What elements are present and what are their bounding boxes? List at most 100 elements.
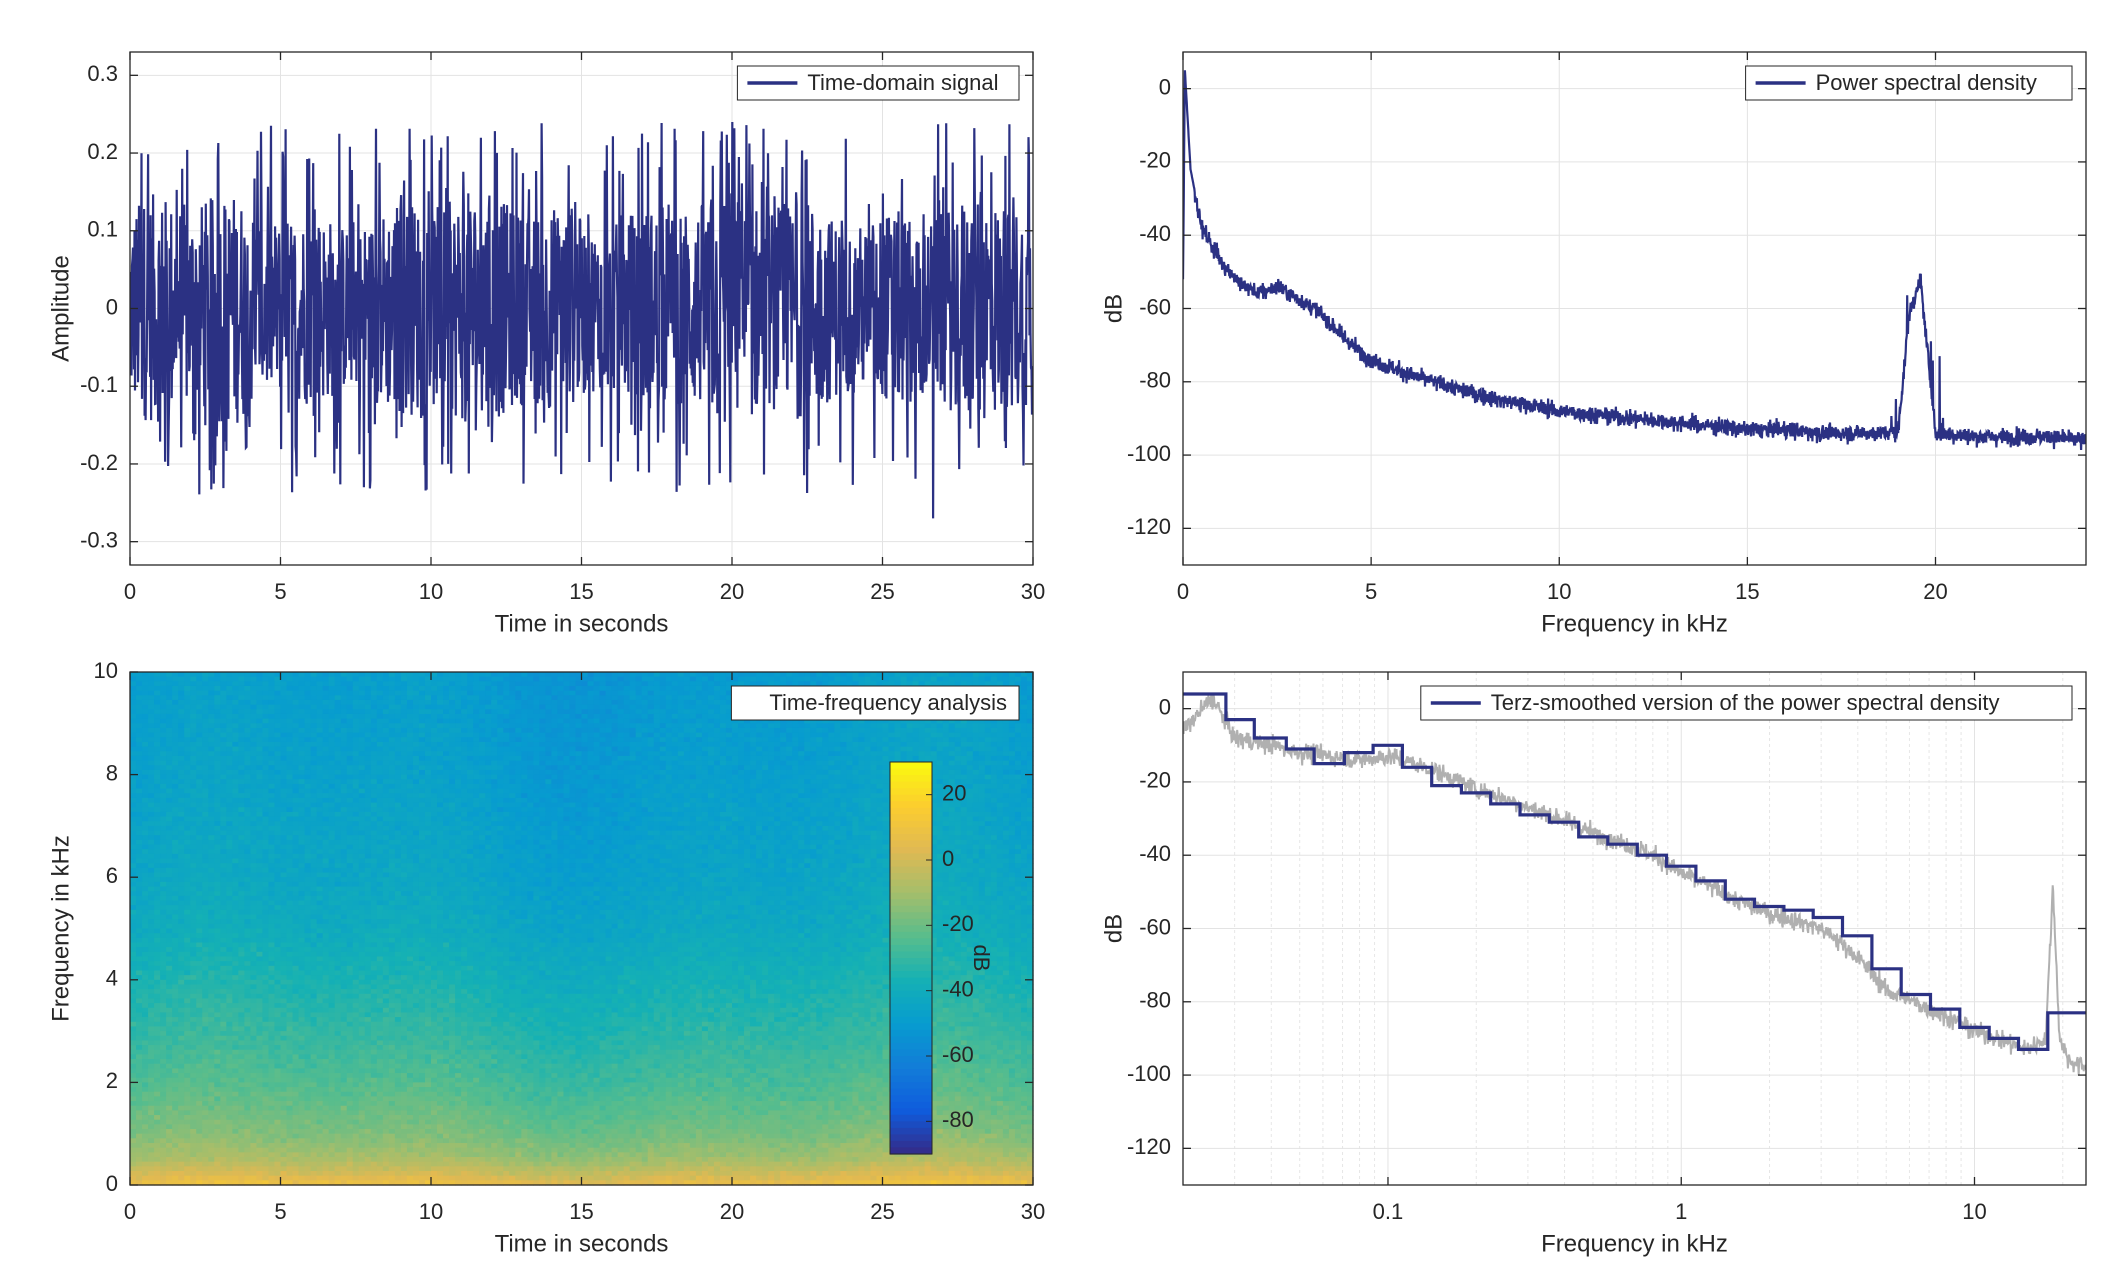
heatmap-cell [942, 672, 950, 678]
heatmap-cell [725, 741, 733, 748]
heatmap-cell [136, 746, 143, 752]
heatmap-cell [1002, 732, 1010, 738]
heatmap-cell [202, 741, 209, 748]
heatmap-cell [497, 746, 504, 752]
heatmap-cell [424, 779, 432, 785]
heatmap-cell [882, 765, 890, 771]
heatmap-cell [707, 783, 715, 790]
heatmap-cell [864, 751, 872, 757]
heatmap-cell [184, 681, 191, 687]
y-axis-label: Amplitude [47, 255, 74, 362]
heatmap-cell [449, 774, 456, 780]
heatmap-cell [527, 741, 534, 748]
heatmap-cell [226, 746, 233, 752]
heatmap-cell [443, 737, 450, 743]
heatmap-cell [719, 713, 727, 720]
heatmap-cell [707, 713, 715, 720]
heatmap-cell [756, 779, 763, 785]
heatmap-cell [894, 718, 902, 724]
heatmap-cell [551, 769, 559, 776]
heatmap-cell [148, 793, 155, 799]
heatmap-cell [659, 718, 667, 724]
heatmap-cell [545, 737, 552, 743]
heatmap-cell [599, 737, 607, 743]
heatmap-cell [966, 732, 974, 738]
heatmap-cell [707, 709, 715, 715]
heatmap-cell [178, 779, 185, 785]
heatmap-cell [142, 695, 149, 701]
heatmap-cell [226, 751, 233, 757]
x-tick-label: 5 [1365, 579, 1377, 604]
heatmap-cell [479, 676, 486, 682]
heatmap-cell [1002, 737, 1010, 743]
heatmap-cell [858, 681, 866, 687]
heatmap-cell [473, 713, 480, 720]
heatmap-cell [196, 695, 203, 701]
heatmap-cell [256, 704, 264, 710]
heatmap-cell [822, 723, 829, 729]
heatmap-cell [491, 807, 498, 813]
heatmap-cell [563, 797, 571, 804]
heatmap-cell [431, 709, 438, 715]
heatmap-cell [599, 797, 607, 804]
heatmap-cell [226, 672, 233, 678]
heatmap-cell [762, 672, 769, 678]
heatmap-cell [467, 718, 474, 724]
heatmap-cell [370, 821, 378, 827]
heatmap-cell [280, 737, 288, 743]
heatmap-cell [322, 685, 330, 692]
heatmap-cell [852, 676, 860, 682]
heatmap-cell [641, 737, 649, 743]
heatmap-cell [142, 727, 149, 734]
heatmap-cell [503, 699, 510, 706]
heatmap-cell [232, 676, 239, 682]
heatmap-cell [1026, 811, 1034, 818]
heatmap-cell [304, 755, 312, 762]
heatmap-cell [431, 797, 438, 804]
heatmap-cell [707, 741, 715, 748]
heatmap-cell [768, 788, 775, 794]
heatmap-cell [527, 755, 534, 762]
heatmap-cell [154, 746, 161, 752]
heatmap-cell [593, 709, 601, 715]
heatmap-cell [780, 811, 787, 818]
heatmap-cell [623, 709, 631, 715]
heatmap-cell [376, 769, 384, 776]
heatmap-cell [232, 816, 239, 822]
heatmap-cell [683, 699, 691, 706]
heatmap-cell [677, 695, 685, 701]
heatmap-cell [485, 760, 492, 766]
heatmap-cell [286, 713, 294, 720]
heatmap-cell [870, 802, 878, 808]
heatmap-cell [780, 783, 787, 790]
heatmap-cell [479, 760, 486, 766]
heatmap-cell [178, 672, 185, 678]
heatmap-cell [509, 723, 516, 729]
heatmap-cell [256, 760, 264, 766]
heatmap-cell [400, 704, 408, 710]
heatmap-cell [798, 811, 805, 818]
heatmap-cell [635, 713, 643, 720]
heatmap-cell [581, 718, 589, 724]
heatmap-cell [593, 713, 601, 720]
heatmap-cell [768, 807, 775, 813]
heatmap-cell [641, 709, 649, 715]
heatmap-cell [581, 676, 589, 682]
heatmap-cell [400, 672, 408, 678]
heatmap-cell [214, 760, 221, 766]
heatmap-cell [894, 681, 902, 687]
heatmap-cell [286, 741, 294, 748]
heatmap-cell [611, 713, 619, 720]
heatmap-cell [683, 723, 691, 729]
heatmap-cell [473, 765, 480, 771]
heatmap-cell [671, 811, 679, 818]
heatmap-cell [665, 802, 673, 808]
heatmap-cell [647, 695, 655, 701]
heatmap-cell [226, 797, 233, 804]
heatmap-cell [713, 811, 721, 818]
heatmap-cell [292, 788, 300, 794]
heatmap-cell [400, 788, 408, 794]
heatmap-cell [136, 765, 143, 771]
heatmap-cell [575, 755, 583, 762]
heatmap-cell [533, 807, 540, 813]
